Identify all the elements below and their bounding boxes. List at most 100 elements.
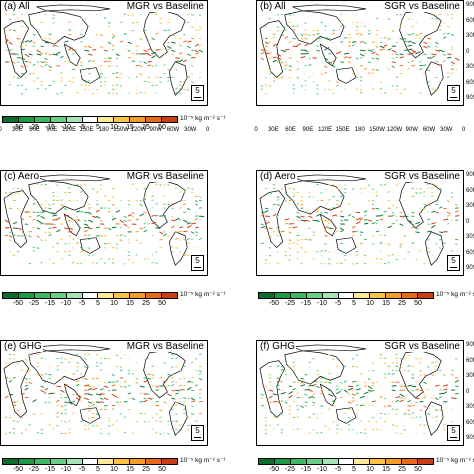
flux-vector — [198, 14, 202, 16]
lat-tick-label: 90N — [466, 2, 474, 8]
flux-vector — [32, 399, 37, 403]
coastline — [36, 344, 110, 352]
flux-vector — [351, 21, 355, 24]
flux-vector — [183, 230, 188, 233]
flux-vector — [379, 87, 383, 90]
flux-vector — [171, 225, 175, 229]
flux-vector — [36, 362, 40, 365]
flux-vector — [179, 44, 182, 47]
flux-vector — [454, 379, 459, 383]
lon-tick-label: 60E — [285, 127, 296, 133]
flux-vector — [12, 420, 16, 422]
flux-vector — [272, 59, 278, 63]
flux-vector — [280, 413, 284, 415]
flux-vector — [347, 387, 354, 391]
flux-vector — [407, 61, 410, 64]
flux-vector — [84, 384, 90, 387]
flux-vector — [127, 384, 131, 387]
flux-vector — [383, 243, 386, 245]
flux-vector — [28, 381, 33, 385]
flux-vector — [260, 57, 265, 61]
flux-vector — [198, 396, 202, 399]
flux-vector — [8, 362, 12, 365]
flux-vector — [276, 60, 280, 63]
flux-vector — [36, 247, 40, 249]
flux-vector — [36, 227, 41, 230]
coastline — [63, 213, 81, 237]
flux-vector — [99, 357, 103, 360]
flux-vector — [276, 365, 280, 367]
flux-vector — [308, 215, 313, 219]
flux-vector — [8, 41, 13, 45]
flux-vector — [68, 21, 71, 24]
flux-vector — [48, 377, 52, 380]
flux-vector — [198, 377, 203, 381]
flux-vector — [175, 217, 180, 221]
flux-vector — [288, 409, 292, 412]
flux-vector — [450, 192, 454, 194]
flux-vector — [264, 254, 267, 257]
flux-vector — [163, 222, 166, 225]
flux-vector — [48, 65, 52, 69]
flux-vector — [40, 61, 45, 63]
flux-vector — [351, 215, 355, 219]
flux-vector — [427, 81, 430, 83]
flux-vector — [186, 247, 190, 250]
flux-vector — [443, 22, 446, 24]
flux-vector — [264, 41, 270, 45]
map-e — [0, 340, 208, 446]
flux-vector — [288, 203, 291, 205]
flux-vector — [347, 17, 351, 20]
flux-vector — [171, 366, 174, 369]
panel-title: SGR vs Baseline — [383, 1, 461, 12]
flux-vector — [320, 388, 323, 391]
flux-vector — [320, 36, 324, 39]
lat-tick-label: 60N — [466, 17, 474, 24]
flux-vector — [442, 36, 447, 39]
flux-vector — [395, 41, 398, 44]
flux-vector — [103, 49, 109, 52]
flux-vector — [60, 396, 63, 399]
flux-vector — [379, 417, 382, 419]
flux-vector — [387, 369, 390, 372]
flux-vector — [300, 247, 304, 249]
flux-vector — [178, 59, 184, 63]
lon-tick-label: 30W — [440, 127, 453, 133]
flux-vector — [447, 214, 451, 217]
flux-vector — [375, 33, 379, 36]
colorbar-swatch — [34, 117, 51, 122]
flux-vector — [32, 30, 35, 32]
flux-vector — [324, 377, 328, 380]
flux-vector — [419, 389, 423, 392]
flux-vector — [395, 357, 399, 360]
flux-vector — [268, 247, 272, 249]
coastline — [319, 213, 337, 237]
flux-vector — [276, 384, 280, 387]
flux-vector — [268, 381, 272, 383]
lon-tick-label: 60E — [29, 127, 40, 133]
flux-vector — [284, 254, 288, 257]
flux-vector — [332, 358, 335, 361]
flux-vector — [268, 261, 271, 264]
flux-vector — [450, 48, 454, 51]
flux-vector — [340, 61, 345, 63]
flux-vector — [344, 36, 348, 39]
flux-vector — [190, 231, 195, 234]
flux-vector — [304, 43, 309, 47]
coastline — [3, 190, 30, 249]
flux-vector — [80, 250, 83, 253]
flux-vector — [187, 187, 190, 190]
flux-vector — [135, 381, 139, 385]
lon-tick-label: 60W — [422, 127, 436, 133]
colorbar-tick-label: 15 — [382, 300, 390, 307]
flux-vector — [111, 44, 115, 47]
flux-vector — [375, 191, 378, 194]
flux-vectors-f — [259, 344, 459, 436]
map-f — [256, 340, 464, 446]
flux-vector — [143, 61, 147, 65]
flux-vector — [439, 385, 442, 388]
flux-vector — [64, 404, 67, 407]
flux-vector — [336, 230, 339, 233]
flux-vector — [127, 369, 131, 372]
flux-vector — [272, 37, 276, 39]
